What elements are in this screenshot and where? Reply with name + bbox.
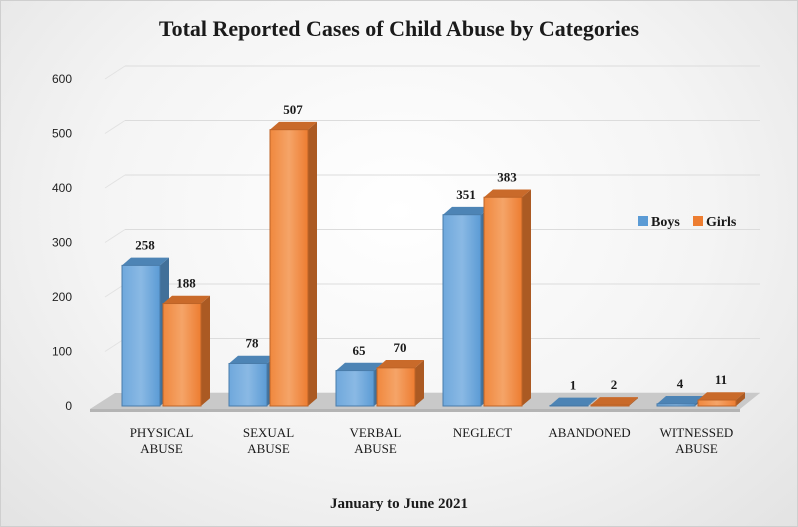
data-label-boys: 65 xyxy=(353,343,367,358)
bar-front xyxy=(335,370,375,407)
gridline-diagonal xyxy=(104,174,126,189)
gridline-diagonal xyxy=(104,120,126,134)
bar-top xyxy=(591,397,638,405)
category-label: ABUSE xyxy=(675,441,718,456)
bar-top xyxy=(163,295,210,304)
bar-front xyxy=(162,303,202,407)
x-axis-categories: PHYSICALABUSESEXUALABUSEVERBALABUSENEGLE… xyxy=(130,425,734,456)
bar-top xyxy=(270,121,317,130)
y-tick-label: 400 xyxy=(52,181,72,195)
bar-boys-2 xyxy=(335,362,383,407)
bar-front xyxy=(549,404,589,407)
data-label-girls: 11 xyxy=(715,372,727,387)
bar-front xyxy=(697,399,737,407)
data-label-boys: 1 xyxy=(570,378,577,393)
legend: Boys Girls xyxy=(638,215,737,230)
category-label: ABUSE xyxy=(140,441,183,456)
category-label: VERBAL xyxy=(350,425,402,440)
bar-front xyxy=(442,214,482,407)
data-label-girls: 507 xyxy=(283,102,303,117)
category-label: SEXUAL xyxy=(243,425,294,440)
bar-front xyxy=(228,362,268,407)
data-label-girls: 188 xyxy=(176,276,196,291)
y-tick-label: 100 xyxy=(52,345,72,359)
data-label-boys: 4 xyxy=(677,376,684,391)
bar-girls-0 xyxy=(162,295,210,407)
data-label-girls: 2 xyxy=(611,377,618,392)
bar-boys-1 xyxy=(228,355,276,407)
bar-top xyxy=(336,362,383,371)
bar-front xyxy=(656,403,696,407)
y-tick-label: 200 xyxy=(52,290,72,304)
bar-front xyxy=(590,404,630,407)
bar-girls-1 xyxy=(269,121,317,407)
bar-top xyxy=(377,360,424,368)
legend-swatch-boys xyxy=(638,216,648,226)
bar-top xyxy=(229,355,276,364)
bar-side xyxy=(201,295,210,406)
bar-front xyxy=(269,129,309,407)
y-tick-label: 300 xyxy=(52,236,72,250)
bar-side xyxy=(308,121,317,406)
data-label-boys: 258 xyxy=(135,238,155,253)
bar-front xyxy=(121,264,161,407)
legend-label-boys: Boys xyxy=(651,215,680,230)
y-tick-label: 0 xyxy=(65,399,72,413)
category-label: ABUSE xyxy=(354,441,397,456)
legend-label-girls: Girls xyxy=(706,215,737,230)
legend-swatch-girls xyxy=(693,216,703,226)
bar-boys-4 xyxy=(549,397,597,407)
bar-top xyxy=(443,206,490,215)
bar-top xyxy=(550,397,597,406)
bar-side xyxy=(736,392,745,406)
bar-girls-2 xyxy=(376,360,424,407)
bar-top xyxy=(698,392,745,401)
bar-girls-3 xyxy=(483,189,531,407)
data-label-girls: 70 xyxy=(394,340,407,355)
bar-front xyxy=(483,196,523,407)
category-label: NEGLECT xyxy=(453,425,512,440)
bar-girls-5 xyxy=(697,392,745,407)
gridline-diagonal xyxy=(104,229,126,243)
bar-top xyxy=(657,396,704,404)
chart-title: Total Reported Cases of Child Abuse by C… xyxy=(159,16,640,41)
bar-side xyxy=(415,360,424,406)
category-label: ABUSE xyxy=(247,441,290,456)
data-label-girls: 383 xyxy=(497,169,517,184)
bars xyxy=(121,121,745,407)
category-label: PHYSICAL xyxy=(130,425,194,440)
bar-side xyxy=(588,397,597,406)
bar-girls-4 xyxy=(590,397,638,407)
y-tick-label: 500 xyxy=(52,127,72,141)
category-label: WITNESSED xyxy=(660,425,734,440)
category-label: ABANDONED xyxy=(548,425,630,440)
bar-top xyxy=(484,189,531,198)
data-label-boys: 78 xyxy=(246,336,260,351)
floor-edge xyxy=(90,409,740,412)
bar-side xyxy=(522,189,531,406)
bar-side xyxy=(629,397,638,406)
data-labels: 258 188 78 507 65 70 351 383 1 2 4 11 xyxy=(135,102,727,393)
bar-front xyxy=(376,367,416,407)
x-axis-title: January to June 2021 xyxy=(330,496,468,512)
y-axis: 0 100 200 300 400 500 600 xyxy=(52,72,72,413)
bar-boys-3 xyxy=(442,206,490,407)
data-label-boys: 351 xyxy=(456,187,476,202)
bar-top xyxy=(122,257,169,266)
bar-boys-0 xyxy=(121,257,169,407)
y-tick-label: 600 xyxy=(52,72,72,86)
gridline-diagonal xyxy=(104,65,126,80)
